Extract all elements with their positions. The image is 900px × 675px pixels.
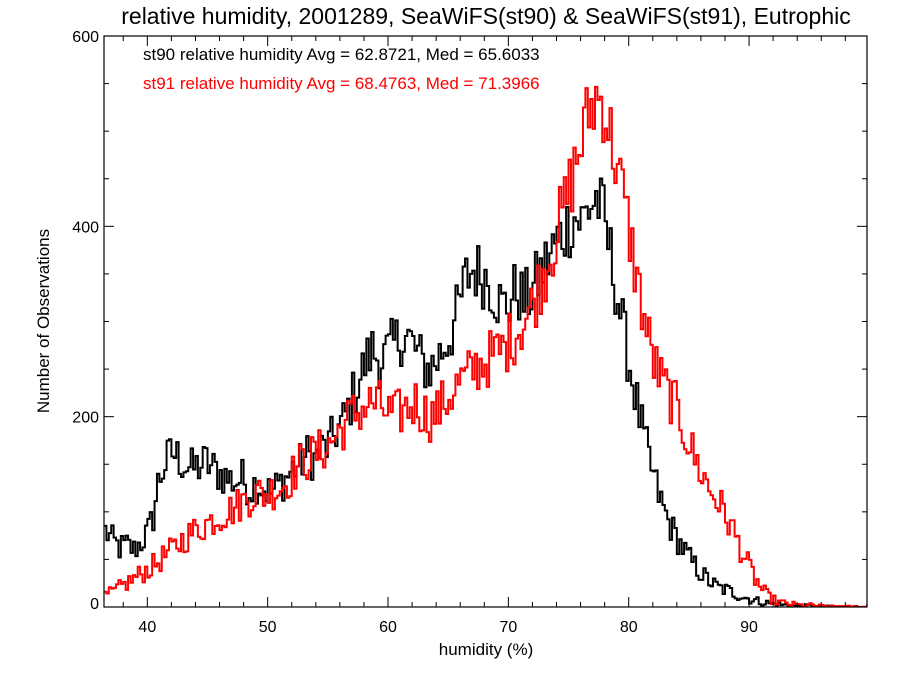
y-axis: 0 200 400 600	[72, 29, 867, 613]
x-tick-label: 90	[740, 619, 758, 636]
x-tick-label: 40	[138, 619, 156, 636]
y-tick-label: 400	[72, 219, 99, 236]
series-st90-line	[104, 177, 867, 607]
y-tick-label: 200	[72, 410, 99, 427]
y-tick-label: 0	[90, 596, 99, 613]
legend-entry-st90: st90 relative humidity Avg = 62.8721, Me…	[143, 45, 540, 64]
series-st91-line	[104, 85, 867, 607]
x-axis-label: humidity (%)	[439, 640, 533, 659]
legend-entry-st91: st91 relative humidity Avg = 68.4763, Me…	[143, 74, 540, 93]
y-axis-label: Number of Observations	[34, 229, 53, 413]
plot-series	[104, 85, 867, 607]
x-tick-label: 70	[499, 619, 517, 636]
x-tick-label: 60	[379, 619, 397, 636]
x-axis: 40 50 60 70 80 90	[122, 36, 846, 636]
chart-title: relative humidity, 2001289, SeaWiFS(st90…	[121, 3, 851, 29]
x-tick-label: 80	[620, 619, 638, 636]
plot-frame	[103, 35, 868, 608]
y-tick-label: 600	[72, 29, 99, 46]
x-tick-label: 50	[259, 619, 277, 636]
